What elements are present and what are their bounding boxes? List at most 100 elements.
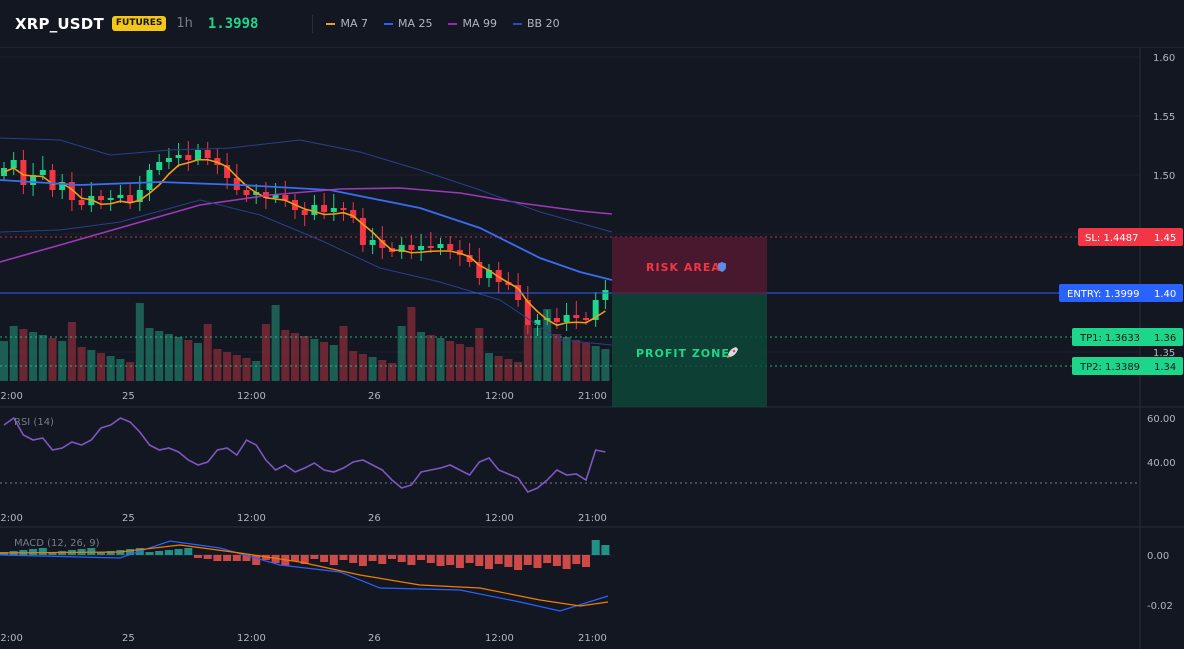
volume-bar (388, 363, 396, 381)
tp1-price-tag[interactable]: TP1: 1.3633 1.36 (1072, 328, 1183, 346)
tp1-tag-label: TP1: 1.3633 (1079, 333, 1140, 344)
time-axis-main[interactable]: 22:00 25 12:00 26 12:00 21:00 (0, 391, 607, 402)
candle-body (573, 315, 580, 318)
candle-body (165, 158, 172, 162)
entry-tag-value: 1.40 (1154, 289, 1176, 300)
volume-bar (291, 333, 299, 381)
time-tick: 22:00 (0, 513, 23, 524)
legend-item-bb20[interactable]: BB 20 (513, 17, 560, 30)
rsi-line (3, 416, 606, 493)
timeframe-selector[interactable]: 1h (176, 16, 193, 31)
last-price: 1.3998 (207, 15, 259, 32)
candle-body (39, 170, 46, 175)
candle-body (350, 210, 357, 218)
candle-body (136, 190, 143, 202)
volume-bar (514, 362, 523, 381)
macd-histogram-bar (582, 555, 590, 567)
macd-histogram-bar (232, 555, 241, 561)
volume-bar (116, 359, 125, 381)
macd-histogram-bar (48, 552, 57, 555)
macd-histogram-bar (349, 555, 358, 563)
macd-title: MACD (12, 26, 9) (14, 538, 100, 549)
volume-bar (174, 337, 183, 381)
volume-bar (145, 328, 154, 381)
legend-item-ma25[interactable]: MA 25 (383, 17, 432, 30)
macd-histogram-bar (300, 555, 309, 564)
candle-body (146, 170, 153, 190)
macd-line (0, 540, 609, 612)
entry-price-tag[interactable]: ENTRY: 1.3999 1.40 (1059, 284, 1183, 302)
time-tick: 26 (368, 633, 381, 644)
tp1-tag-value: 1.36 (1154, 333, 1176, 344)
time-tick: 26 (368, 513, 381, 524)
rsi-tick: 40.00 (1147, 458, 1176, 469)
volume-bar (97, 353, 105, 381)
candle-body (369, 240, 376, 245)
price-axis[interactable]: 1.60 1.55 1.50 1.35 (1153, 53, 1175, 359)
candle-body (127, 195, 134, 202)
volume-bar (601, 349, 610, 381)
candle-body (30, 175, 37, 185)
volume-bar (261, 324, 270, 381)
macd-histogram-bar (213, 555, 222, 561)
volume-bar (58, 341, 67, 381)
candle-body (524, 300, 531, 325)
volume-bar (281, 330, 290, 381)
candle-body (466, 255, 473, 262)
volume-bar (349, 351, 358, 381)
macd-histogram-bar (514, 555, 523, 570)
macd-histogram-bar (475, 555, 484, 566)
futures-badge: FUTURES (111, 16, 167, 31)
time-tick: 12:00 (485, 513, 514, 524)
macd-histogram-bar (97, 552, 105, 555)
volume-bar (67, 322, 76, 381)
volume-bar (213, 349, 222, 381)
macd-histogram-bar (417, 555, 426, 560)
legend-item-ma99[interactable]: MA 99 (448, 17, 497, 30)
rsi-pane[interactable] (0, 416, 1140, 493)
time-axis-macd[interactable]: 22:00 25 12:00 26 12:00 21:00 (0, 633, 607, 644)
risk-area-zone[interactable] (612, 237, 767, 294)
volume-bar (310, 339, 319, 381)
ma25-line (0, 179, 613, 281)
volume-bar (329, 345, 338, 381)
candle-body (107, 198, 114, 200)
header-divider (312, 14, 314, 33)
volume-bar (203, 324, 212, 381)
bb-upper-line (0, 137, 613, 233)
indicator-legend: MA 7 MA 25 MA 99 BB 20 (326, 17, 575, 30)
legend-label-ma7: MA 7 (340, 17, 368, 30)
macd-histogram-bar (388, 555, 396, 559)
candle-body (175, 155, 182, 158)
candle-body (447, 244, 454, 250)
candle-body (195, 150, 201, 160)
macd-histogram-bar (242, 555, 251, 561)
time-axis-rsi[interactable]: 22:00 25 12:00 26 12:00 21:00 (0, 513, 607, 524)
candle-body (78, 200, 85, 205)
macd-histogram-bar (329, 555, 338, 565)
macd-histogram-bar (271, 555, 280, 563)
ma7-swatch (326, 22, 336, 25)
candle-body (534, 320, 541, 325)
volume-bar (446, 341, 455, 381)
candle-body (359, 218, 366, 245)
tp2-tag-value: 1.34 (1154, 362, 1176, 373)
volume-bar (591, 346, 600, 381)
macd-histogram-bar (446, 555, 455, 565)
profit-zone[interactable] (612, 294, 767, 407)
macd-histogram-bar (572, 555, 581, 564)
macd-histogram-bar (407, 555, 416, 565)
volume-bar (106, 356, 115, 381)
tp2-price-tag[interactable]: TP2: 1.3389 1.34 (1072, 357, 1183, 375)
price-pane[interactable] (0, 56, 1140, 381)
candle-body (156, 162, 163, 170)
symbol-name[interactable]: XRP_USDT (15, 14, 104, 33)
sl-price-tag[interactable]: SL: 1.4487 1.45 (1078, 228, 1183, 246)
legend-item-ma7[interactable]: MA 7 (326, 17, 368, 30)
macd-pane[interactable] (0, 540, 612, 612)
macd-histogram-bar (562, 555, 571, 569)
candle-body (243, 190, 250, 195)
macd-histogram-bar (465, 555, 474, 563)
candle-body (117, 195, 124, 198)
